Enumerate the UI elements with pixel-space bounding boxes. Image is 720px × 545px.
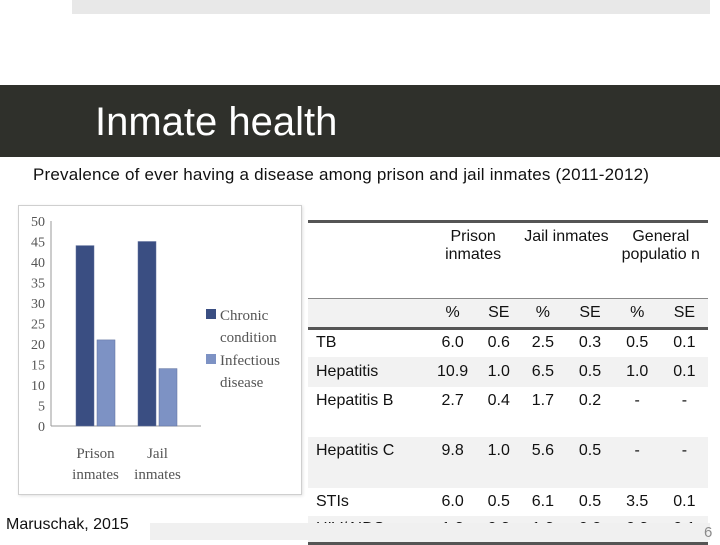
legend-label: Chronic [220, 308, 269, 324]
table-cell: 0.5 [626, 334, 649, 352]
table-cell: 0.4 [487, 391, 510, 409]
table-cell: 0.5 [566, 436, 614, 488]
bar-chart: 0 5 10 15 20 25 30 35 40 45 50 Prison inmates Jail inm… [18, 205, 302, 495]
table-cell: 0.1 [673, 492, 696, 510]
legend-label: condition [220, 330, 277, 346]
prevalence-table: Prison inmates Jail inmates General popu… [308, 220, 708, 545]
row-label: STIs [316, 492, 349, 510]
table-cell: 0.5 [487, 492, 510, 510]
bar [75, 245, 95, 427]
table-row: Hepatitis C 9.8 1.0 5.6 0.5 - - [308, 436, 708, 488]
y-tick-label: 25 [31, 318, 45, 333]
bar [137, 241, 157, 427]
subheader-cell: % [426, 298, 479, 330]
y-tick-label: 20 [31, 338, 45, 353]
subheader-cell: SE [660, 298, 708, 330]
y-tick-label: 15 [31, 359, 45, 374]
table-cell: 2.7 [441, 391, 464, 409]
subheader-cell: % [613, 298, 661, 330]
subheader-cell: SE [478, 298, 520, 330]
table-row: STIs 6.0 0.5 6.1 0.5 3.5 0.1 [308, 488, 708, 516]
row-label: TB [316, 334, 337, 352]
table-cell: 9.8 [426, 436, 479, 488]
table-row: Hepatitis 10.9 1.0 6.5 0.5 1.0 0.1 [308, 356, 708, 387]
title-banner [0, 85, 720, 157]
table-cell: 0.5 [578, 492, 602, 510]
table-cell: 0.6 [487, 334, 510, 352]
x-category-label: Prison [76, 446, 115, 462]
legend-swatch [206, 309, 216, 319]
table-cell: 1.7 [531, 391, 554, 409]
y-tick-label: 35 [31, 277, 45, 292]
bar-chart-svg: 0 5 10 15 20 25 30 35 40 45 50 Prison inmates Jail inm… [31, 215, 280, 483]
legend-label: Infectious [220, 353, 280, 369]
row-label: Hepatitis B [316, 391, 394, 409]
y-tick-label: 30 [31, 297, 45, 312]
table-group-header-row: Prison inmates Jail inmates General popu… [308, 220, 708, 299]
x-category-label: Jail [147, 446, 168, 462]
legend-swatch [206, 354, 216, 364]
bottom-strip [150, 523, 710, 540]
table-cell: 0.3 [578, 334, 602, 352]
table-cell: 6.0 [441, 492, 464, 510]
table-subheader-row: % SE % SE % SE [308, 298, 708, 330]
group-header-jail: Jail inmates [519, 220, 614, 299]
table-cell: 6.0 [441, 334, 464, 352]
source-citation: Maruschak, 2015 [6, 516, 129, 533]
y-tick-label: 5 [38, 400, 45, 415]
table-cell: 0.5 [566, 356, 614, 387]
table-row: Hepatitis B 2.7 0.4 1.7 0.2 - - [308, 387, 708, 437]
subheader-cell: % [519, 298, 567, 330]
slide-title: Inmate health [95, 100, 338, 144]
slide-subtitle: Prevalence of ever having a disease amon… [33, 165, 650, 184]
table-cell: 0.1 [673, 334, 696, 352]
table-corner-cell [308, 220, 427, 299]
legend-label: disease [220, 375, 264, 391]
y-tick-label: 10 [31, 379, 45, 394]
row-label: Hepatitis C [308, 436, 427, 488]
bar [96, 339, 116, 427]
group-header-general: General populatio n [613, 220, 708, 299]
table-cell: 3.5 [626, 492, 649, 510]
bar [158, 368, 178, 427]
table-cell: 1.0 [613, 356, 661, 387]
table-cell: 2.5 [531, 334, 554, 352]
x-category-label: inmates [134, 467, 181, 483]
y-tick-label: 40 [31, 256, 45, 271]
y-tick-label: 45 [31, 236, 45, 251]
table-cell: - [681, 391, 688, 409]
table-cell: 6.1 [531, 492, 554, 510]
subheader-cell: SE [566, 298, 614, 330]
table-cell: - [613, 436, 661, 488]
table-row: TB 6.0 0.6 2.5 0.3 0.5 0.1 [308, 329, 708, 357]
y-tick-label: 0 [38, 420, 45, 435]
x-category-label: inmates [72, 467, 119, 483]
table-cell: - [660, 436, 708, 488]
y-tick-label: 50 [31, 215, 45, 230]
table-cell: 0.1 [660, 356, 708, 387]
table-cell: 10.9 [426, 356, 479, 387]
table-subheader-blank [308, 298, 427, 330]
table-cell: 0.2 [578, 391, 602, 409]
row-label: Hepatitis [308, 356, 427, 387]
table-cell: - [634, 391, 640, 409]
table-cell: 1.0 [478, 356, 520, 387]
table-cell: 5.6 [519, 436, 567, 488]
table-cell: 6.5 [519, 356, 567, 387]
top-bar [72, 0, 710, 14]
group-header-prison: Prison inmates [426, 220, 520, 299]
table-cell: 1.0 [478, 436, 520, 488]
slide-number: 6 [704, 524, 713, 541]
